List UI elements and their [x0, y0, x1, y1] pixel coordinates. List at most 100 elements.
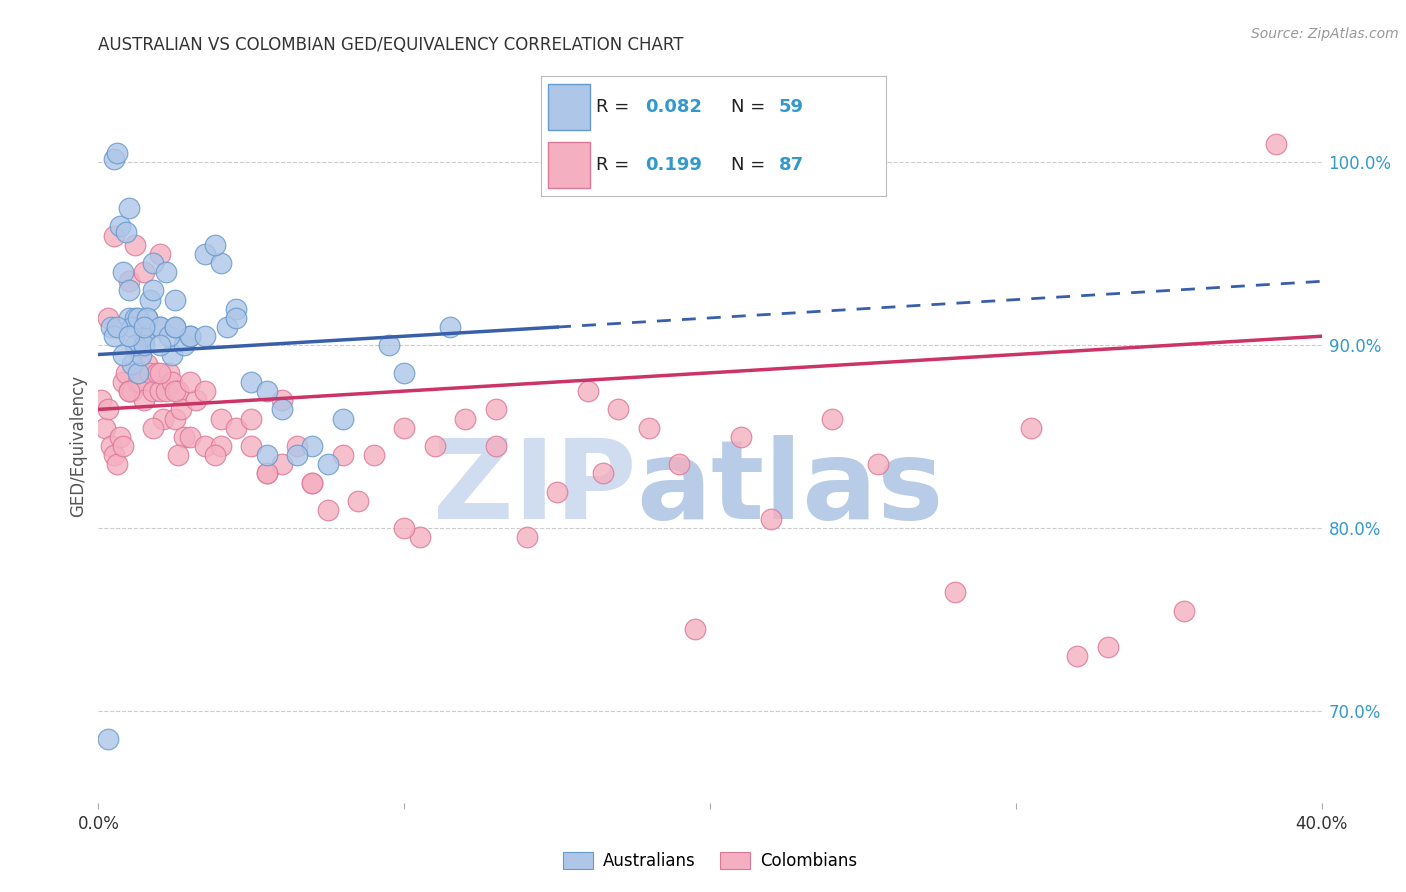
Point [256, 467, 278, 481]
Point [139, 293, 162, 307]
Point [868, 458, 890, 472]
Point [301, 475, 323, 490]
Point [97, 310, 120, 325]
Point [136, 310, 159, 325]
Point [142, 420, 165, 434]
Point [1019, 420, 1042, 434]
Point [194, 247, 217, 261]
Point [118, 274, 141, 288]
Point [668, 458, 690, 472]
Point [127, 310, 149, 325]
Point [270, 458, 294, 472]
Point [194, 384, 217, 398]
Point [225, 310, 247, 325]
Point [256, 467, 278, 481]
Text: R =: R = [596, 98, 636, 116]
Point [179, 430, 201, 444]
Point [347, 494, 370, 508]
Point [607, 402, 630, 417]
Point [152, 411, 174, 425]
Point [204, 237, 226, 252]
Point [485, 439, 508, 453]
Point [173, 338, 195, 352]
Point [105, 146, 128, 161]
Point [179, 329, 201, 343]
Point [142, 284, 165, 298]
Point [730, 430, 752, 444]
Point [163, 411, 186, 425]
Point [115, 366, 138, 380]
Point [118, 201, 141, 215]
Point [392, 521, 416, 535]
Point [136, 310, 159, 325]
Point [163, 293, 186, 307]
Point [124, 237, 146, 252]
Point [204, 448, 226, 462]
Point [155, 265, 177, 279]
Point [821, 411, 844, 425]
Point [129, 375, 152, 389]
Text: N =: N = [731, 98, 770, 116]
Point [129, 347, 152, 361]
Point [240, 411, 263, 425]
Point [225, 301, 247, 316]
Point [179, 329, 201, 343]
Point [127, 375, 149, 389]
Point [105, 458, 128, 472]
Point [121, 357, 143, 371]
Point [134, 338, 156, 352]
Point [209, 439, 232, 453]
Point [149, 338, 172, 352]
Point [118, 284, 141, 298]
Point [270, 402, 294, 417]
Point [209, 411, 232, 425]
Point [378, 338, 401, 352]
Point [215, 320, 238, 334]
Text: 59: 59 [779, 98, 804, 116]
Point [105, 320, 128, 334]
Point [316, 458, 339, 472]
Point [121, 320, 143, 334]
Point [638, 420, 661, 434]
Text: atlas: atlas [637, 435, 943, 542]
Point [134, 329, 156, 343]
Point [332, 448, 354, 462]
Point [111, 439, 134, 453]
FancyBboxPatch shape [548, 142, 589, 188]
Point [134, 320, 156, 334]
FancyBboxPatch shape [548, 84, 589, 130]
Point [160, 375, 183, 389]
Point [170, 402, 193, 417]
Point [111, 265, 134, 279]
Point [149, 384, 172, 398]
Point [179, 375, 201, 389]
Text: Source: ZipAtlas.com: Source: ZipAtlas.com [1251, 27, 1399, 41]
Y-axis label: GED/Equivalency: GED/Equivalency [69, 375, 87, 517]
Point [127, 366, 149, 380]
Point [118, 310, 141, 325]
Point [363, 448, 385, 462]
Point [118, 329, 141, 343]
Point [103, 152, 125, 166]
Point [111, 375, 134, 389]
Point [100, 439, 122, 453]
Point [97, 731, 120, 746]
Point [186, 393, 208, 408]
Point [270, 393, 294, 408]
Point [592, 467, 614, 481]
Point [301, 439, 323, 453]
Point [1264, 137, 1286, 152]
Point [108, 219, 131, 234]
Text: 0.082: 0.082 [645, 98, 702, 116]
Point [157, 329, 180, 343]
Point [683, 622, 706, 636]
Point [256, 384, 278, 398]
Point [90, 393, 112, 408]
Point [163, 384, 186, 398]
Point [124, 310, 146, 325]
Text: 87: 87 [779, 156, 804, 174]
Point [454, 411, 477, 425]
Point [225, 420, 247, 434]
Text: N =: N = [731, 156, 770, 174]
Point [163, 320, 186, 334]
